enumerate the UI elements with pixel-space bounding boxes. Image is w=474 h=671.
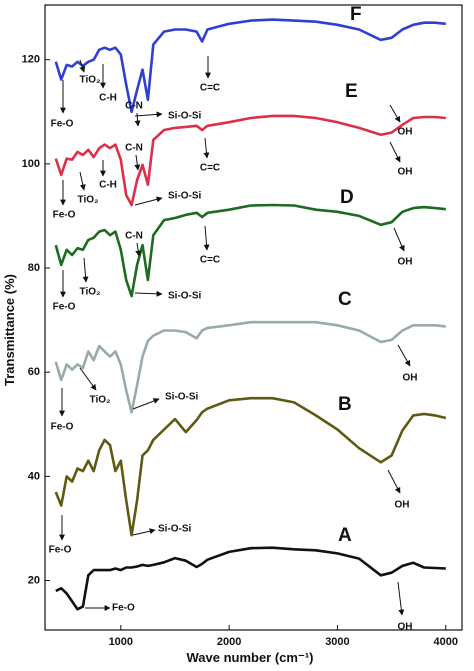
y-tick-label: 100 — [22, 158, 40, 170]
y-tick-label: 120 — [22, 54, 40, 66]
y-tick-label: 40 — [28, 470, 40, 482]
annotation-arrow — [132, 528, 156, 536]
x-axis-label: Wave number (cm⁻¹) — [186, 650, 313, 665]
annotation: C=C — [200, 83, 220, 94]
annotation-arrow — [79, 59, 86, 73]
annotation: C-N — [125, 143, 143, 154]
annotation: OH — [398, 257, 413, 268]
annotation: C=C — [200, 255, 220, 266]
annotation: Si-O-Si — [168, 191, 202, 202]
annotation-arrow — [134, 290, 163, 297]
y-tick-label: 20 — [28, 574, 40, 586]
annotation-arrow — [397, 344, 411, 367]
x-tick-label: 3000 — [325, 636, 349, 648]
plot-frame — [44, 4, 463, 631]
annotation: Fe-O — [51, 119, 74, 130]
x-tick-label: 1000 — [109, 636, 133, 648]
series-label: B — [338, 394, 352, 415]
annotation-arrow — [82, 257, 89, 283]
annotation: OH — [398, 127, 413, 138]
annotation-arrow — [134, 196, 163, 206]
series-line — [54, 396, 447, 537]
annotation-arrow — [203, 225, 210, 251]
annotation-arrow — [387, 469, 401, 494]
annotation-arrow — [203, 137, 210, 159]
annotation-arrow — [135, 242, 142, 257]
annotation: OH — [398, 167, 413, 178]
annotation-arrow — [134, 154, 141, 171]
annotation-arrow — [134, 111, 163, 118]
annotation: C-N — [125, 231, 143, 242]
annotation: OH — [403, 373, 418, 384]
annotation: OH — [395, 500, 410, 511]
annotation: OH — [398, 622, 413, 633]
annotation: Fe-O — [53, 210, 76, 221]
annotation: Si-O-Si — [158, 524, 192, 535]
annotation-arrow — [79, 171, 86, 191]
annotation-arrow — [79, 367, 97, 391]
annotation-arrow — [389, 104, 401, 123]
annotation-arrow — [134, 112, 141, 127]
annotation: C-N — [125, 101, 143, 112]
annotation: TiO₂ — [78, 195, 99, 206]
annotation: C=C — [200, 163, 220, 174]
annotation: Si-O-Si — [168, 111, 202, 122]
series-line — [54, 114, 446, 207]
series-label: F — [350, 4, 362, 25]
x-tick-label: 4000 — [434, 636, 458, 648]
annotation: Si-O-Si — [165, 392, 199, 403]
annotation: C-H — [99, 93, 117, 104]
y-axis-label: Transmittance (%) — [2, 274, 17, 386]
annotation: Fe-O — [49, 545, 72, 556]
annotation: Fe-O — [51, 422, 74, 433]
series-label: D — [340, 187, 354, 208]
annotation-arrow — [393, 227, 405, 252]
annotation: TiO₂ — [80, 75, 101, 86]
series-line — [54, 18, 446, 114]
annotation: Si-O-Si — [168, 291, 202, 302]
annotation: TiO₂ — [80, 287, 101, 298]
y-tick-label: 60 — [28, 366, 40, 378]
series-label: E — [345, 81, 358, 102]
annotation: Fe-O — [53, 302, 76, 313]
series-line — [54, 203, 446, 298]
series-label: A — [338, 525, 352, 546]
series-line — [55, 546, 446, 611]
annotation-arrow — [132, 398, 160, 410]
annotation: C-H — [99, 180, 117, 191]
annotation: TiO₂ — [90, 395, 111, 406]
x-tick-label: 2000 — [217, 636, 241, 648]
series-label: C — [338, 289, 352, 310]
annotation: Fe-O — [112, 603, 135, 614]
annotation-arrow — [389, 141, 401, 163]
annotation-arrow — [397, 581, 405, 616]
series-line — [54, 320, 446, 414]
y-tick-label: 80 — [28, 262, 40, 274]
